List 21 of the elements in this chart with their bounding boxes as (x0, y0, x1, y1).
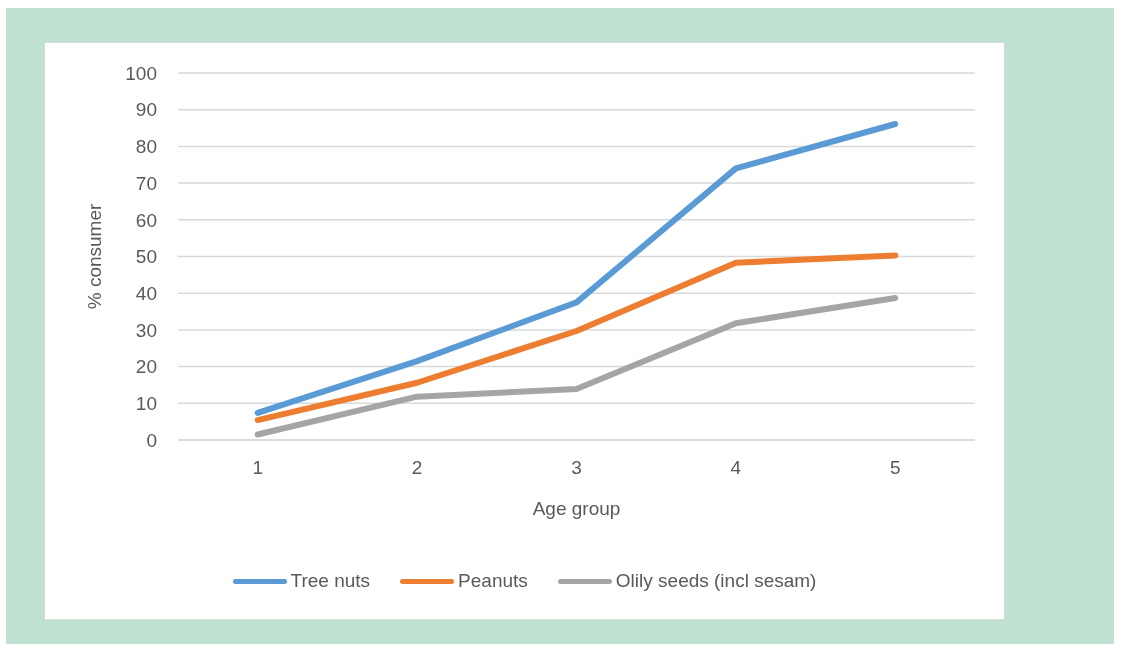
legend-label: Tree nuts (290, 570, 371, 592)
y-tick-label: 90 (135, 99, 157, 121)
x-tick-label: 2 (411, 457, 423, 479)
y-tick-label: 30 (135, 319, 157, 341)
y-tick-label: 60 (135, 209, 157, 231)
y-tick-label: 40 (135, 282, 157, 304)
y-tick-label: 100 (125, 62, 157, 84)
y-tick-label: 20 (135, 356, 157, 378)
legend-label: Olily seeds (incl sesam) (615, 570, 817, 592)
legend-label: Peanuts (458, 570, 528, 592)
y-tick-label: 80 (135, 136, 157, 158)
x-axis-title: Age group (532, 498, 621, 519)
x-tick-label: 5 (890, 457, 901, 479)
y-tick-label: 70 (135, 172, 157, 194)
y-tick-label: 0 (146, 429, 157, 451)
x-tick-label: 4 (730, 457, 742, 479)
y-axis-title: % consumer (83, 203, 105, 310)
x-tick-label: 3 (571, 457, 582, 479)
x-tick-label: 1 (252, 457, 263, 479)
y-tick-label: 10 (135, 393, 157, 415)
y-tick-label: 50 (135, 246, 157, 268)
